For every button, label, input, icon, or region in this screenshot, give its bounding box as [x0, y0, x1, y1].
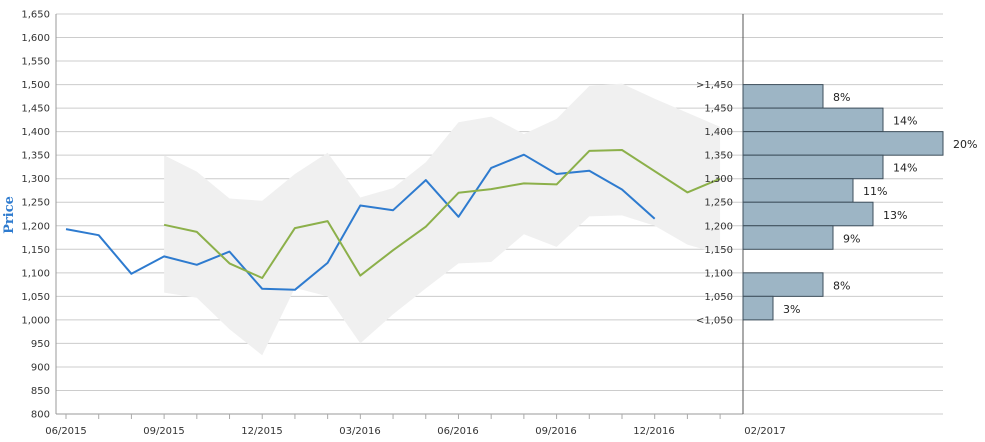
histogram-percent-label: 9%	[843, 232, 860, 245]
y-tick-label: 1,350	[21, 151, 50, 162]
histogram-percent-label: 13%	[883, 209, 907, 222]
y-tick-label: 1,100	[21, 268, 50, 279]
histogram-bar	[742, 131, 944, 156]
histogram-percent-label: 14%	[893, 115, 917, 128]
x-tick-label: 12/2015	[241, 426, 283, 437]
histogram-bar	[742, 225, 834, 250]
histogram-percent-label: 3%	[783, 303, 800, 316]
band-area	[164, 83, 721, 356]
histogram-bin-label: 1,300	[704, 174, 733, 185]
histogram-bin-label: 1,450	[704, 104, 733, 115]
x-tick-label: 09/2016	[535, 426, 577, 437]
histogram-bin-label: >1,450	[696, 80, 733, 91]
histogram-percent-label: 20%	[953, 138, 977, 151]
histogram-bin-label: 1,350	[704, 151, 733, 162]
histogram-bar	[742, 107, 884, 133]
histogram-bar	[742, 178, 854, 203]
y-tick-label: 1,300	[21, 174, 50, 185]
y-tick-label: 950	[31, 339, 50, 350]
y-tick-label: 900	[31, 362, 50, 373]
y-axis-label: Price	[2, 196, 17, 234]
histogram-bin-label: 1,050	[704, 292, 733, 303]
histogram-bin-label: 1,200	[704, 221, 733, 232]
histogram-percent-label: 8%	[833, 91, 850, 104]
x-tick-label: 06/2015	[45, 426, 87, 437]
y-tick-label: 1,200	[21, 221, 50, 232]
y-tick-label: 1,400	[21, 127, 50, 138]
y-tick-label: 1,650	[21, 10, 50, 21]
histogram-bar	[742, 154, 884, 180]
histogram-bin-label: 1,150	[704, 245, 733, 256]
histogram-bin-label: 1,250	[704, 198, 733, 209]
y-tick-label: 1,150	[21, 245, 50, 256]
y-tick-label: 1,450	[21, 104, 50, 115]
y-tick-label: 850	[31, 386, 50, 397]
series-line-2	[163, 149, 721, 279]
histogram-bar	[742, 272, 824, 297]
x-tick-label: 02/2017	[744, 426, 786, 437]
distribution-histogram: 8% >1,450 14% 1,450 20% 1,400 14% 1,350 11% 1,300…	[696, 80, 977, 326]
y-tick-label: 1,550	[21, 57, 50, 68]
histogram-bin-label: <1,050	[696, 315, 733, 326]
histogram-bar	[742, 84, 824, 109]
x-tick-label: 09/2015	[143, 426, 185, 437]
forecast-band	[164, 83, 721, 356]
y-tick-label: 1,500	[21, 80, 50, 91]
y-tick-label: 800	[31, 410, 50, 421]
histogram-percent-label: 11%	[863, 185, 887, 198]
x-tick-label: 12/2016	[633, 426, 675, 437]
axes: 800 850 900 950 1,000 1,050 1,100 1,150 1,200 1,2…	[21, 10, 785, 438]
x-tick-label: 03/2016	[339, 426, 381, 437]
y-tick-label: 1,250	[21, 198, 50, 209]
histogram-percent-label: 14%	[893, 162, 917, 175]
histogram-bar	[742, 201, 874, 227]
y-tick-label: 1,050	[21, 292, 50, 303]
y-tick-label: 1,000	[21, 315, 50, 326]
x-tick-label: 06/2016	[437, 426, 479, 437]
y-tick-label: 1,600	[21, 33, 50, 44]
histogram-percent-label: 8%	[833, 279, 850, 292]
series-line-1	[65, 153, 656, 291]
histogram-bar	[742, 295, 774, 321]
series-lines	[65, 149, 721, 291]
histogram-bin-label: 1,100	[704, 268, 733, 279]
histogram-bin-label: 1,400	[704, 127, 733, 138]
